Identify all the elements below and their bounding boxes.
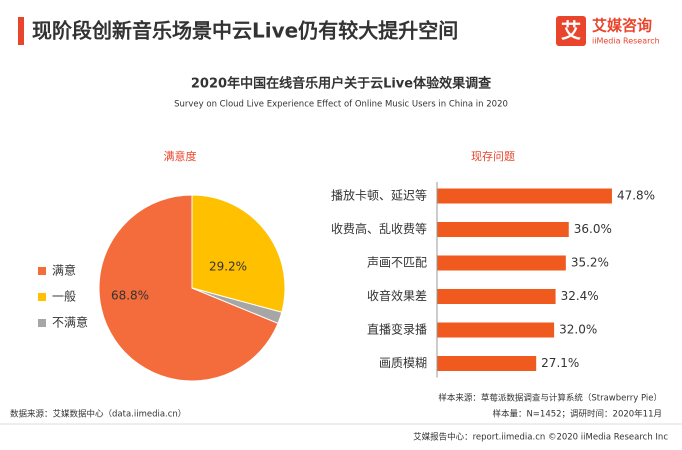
sample-info: 样本量：N=1452；调研时间：2020年11月 xyxy=(492,409,662,420)
category-label: 声画不匹配 xyxy=(367,256,427,270)
data-label: 68.8% xyxy=(111,289,149,303)
legend-label: 不满意 xyxy=(52,315,88,330)
page-title: 现阶段创新音乐场景中云Live仍有较大提升空间 xyxy=(32,19,458,43)
chart-title: 2020年中国在线音乐用户关于云Live体验效果调查 xyxy=(191,76,492,92)
data-label: 35.2% xyxy=(571,256,609,270)
report-footer: 艾媒报告中心：report.iimedia.cn ©2020 iiMedia R… xyxy=(413,432,668,443)
bar xyxy=(437,322,555,338)
bar xyxy=(437,356,537,371)
bar xyxy=(437,255,566,271)
pie-slice xyxy=(191,194,286,313)
pie-slice xyxy=(98,194,279,382)
data-label: 27.1% xyxy=(541,356,579,370)
legend-label: 一般 xyxy=(52,289,76,304)
pie-slice xyxy=(191,287,283,324)
chart-subtitle: Survey on Cloud Live Experience Effect o… xyxy=(174,100,508,110)
logo-en: iiMedia Research xyxy=(592,37,660,46)
data-label: 32.4% xyxy=(561,289,599,303)
data-label: 36.0% xyxy=(574,222,612,236)
pie-title: 满意度 xyxy=(164,149,197,163)
data-label: 32.0% xyxy=(559,323,597,337)
bar xyxy=(437,289,556,304)
category-label: 播放卡顿、延迟等 xyxy=(331,188,427,203)
sample-source: 样本来源：草莓派数据调查与计算系统（Strawberry Pie） xyxy=(438,393,662,404)
bar-title: 现存问题 xyxy=(471,149,515,163)
data-label: 47.8% xyxy=(617,189,655,203)
data-source: 数据来源：艾媒数据中心（data.iimedia.cn） xyxy=(10,409,186,420)
category-label: 直播变录播 xyxy=(367,322,427,337)
legend-swatch xyxy=(38,293,46,301)
logo-cn: 艾媒咨询 xyxy=(592,17,652,35)
legend-label: 满意 xyxy=(52,263,76,278)
category-label: 收费高、乱收费等 xyxy=(331,221,427,236)
category-label: 收音效果差 xyxy=(367,288,427,303)
logo-mark: 艾 xyxy=(561,19,581,43)
bar xyxy=(437,188,612,204)
bar xyxy=(437,222,569,237)
data-label: 29.2% xyxy=(209,260,247,274)
legend-swatch xyxy=(38,319,46,327)
legend-swatch xyxy=(38,267,46,275)
title-accent xyxy=(18,17,24,45)
logo-icon xyxy=(556,16,586,46)
category-label: 画质模糊 xyxy=(379,355,427,370)
